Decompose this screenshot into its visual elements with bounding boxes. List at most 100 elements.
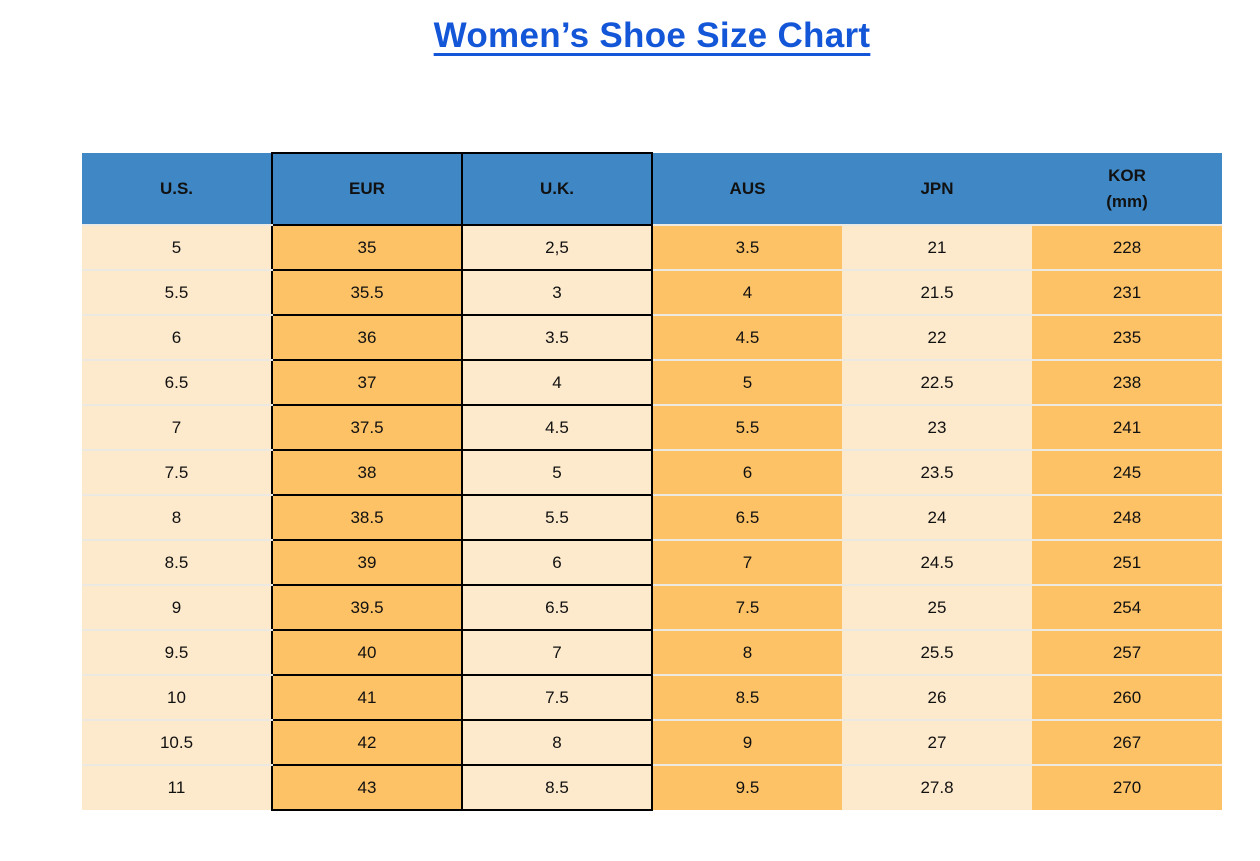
- shoe-size-table: U.S. EUR U.K. AUS JPN KOR (mm) 5 35 2,5 3.5 21 228 5…: [82, 152, 1222, 811]
- table-row: 6.5 37 4 5 22.5 238: [82, 359, 1222, 406]
- cell-us-row5: 7: [82, 405, 272, 451]
- header-label: JPN: [920, 178, 954, 198]
- cell-us-row2: 5.5: [82, 270, 272, 316]
- cell-eur-row13: 43: [271, 764, 463, 811]
- table-row: 5 35 2,5 3.5 21 228: [82, 224, 1222, 271]
- page-title: Women’s Shoe Size Chart: [433, 16, 871, 55]
- cell-eur-row8: 39: [271, 539, 463, 586]
- column-header-aus: AUS: [652, 153, 842, 226]
- cell-eur-row9: 39.5: [271, 584, 463, 631]
- cell-us-row4: 6.5: [82, 360, 272, 406]
- cell-jpn-row5: 23: [842, 405, 1032, 451]
- cell-aus-row5: 5.5: [652, 405, 842, 451]
- table-row: 8.5 39 6 7 24.5 251: [82, 539, 1222, 586]
- cell-eur-row3: 36: [271, 314, 463, 361]
- cell-kor-row7: 248: [1032, 495, 1222, 541]
- cell-eur-row11: 41: [271, 674, 463, 721]
- cell-us-row10: 9.5: [82, 630, 272, 676]
- cell-us-row13: 11: [82, 765, 272, 810]
- cell-uk-row7: 5.5: [461, 494, 653, 541]
- cell-aus-row13: 9.5: [652, 765, 842, 810]
- header-sublabel: (mm): [1106, 191, 1148, 211]
- cell-aus-row6: 6: [652, 450, 842, 496]
- cell-jpn-row7: 24: [842, 495, 1032, 541]
- cell-jpn-row2: 21.5: [842, 270, 1032, 316]
- table-header: U.S. EUR U.K. AUS JPN KOR (mm): [82, 152, 1222, 226]
- cell-eur-row7: 38.5: [271, 494, 463, 541]
- cell-aus-row8: 7: [652, 540, 842, 586]
- cell-uk-row11: 7.5: [461, 674, 653, 721]
- cell-aus-row3: 4.5: [652, 315, 842, 361]
- cell-jpn-row6: 23.5: [842, 450, 1032, 496]
- cell-eur-row1: 35: [271, 224, 463, 271]
- cell-us-row7: 8: [82, 495, 272, 541]
- cell-eur-row10: 40: [271, 629, 463, 676]
- cell-aus-row11: 8.5: [652, 675, 842, 721]
- cell-eur-row5: 37.5: [271, 404, 463, 451]
- cell-jpn-row1: 21: [842, 225, 1032, 271]
- cell-kor-row8: 251: [1032, 540, 1222, 586]
- column-header-kor: KOR (mm): [1032, 153, 1222, 226]
- table-body: 5 35 2,5 3.5 21 228 5.5 35.5 3 4 21.5 231 6 36 3.5 4.5 2…: [82, 224, 1222, 811]
- table-row: 7.5 38 5 6 23.5 245: [82, 449, 1222, 496]
- cell-kor-row9: 254: [1032, 585, 1222, 631]
- cell-eur-row2: 35.5: [271, 269, 463, 316]
- cell-us-row11: 10: [82, 675, 272, 721]
- table-row: 11 43 8.5 9.5 27.8 270: [82, 764, 1222, 811]
- cell-uk-row13: 8.5: [461, 764, 653, 811]
- header-label: EUR: [349, 179, 385, 199]
- cell-aus-row12: 9: [652, 720, 842, 766]
- cell-jpn-row4: 22.5: [842, 360, 1032, 406]
- title-container: Women’s Shoe Size Chart: [82, 16, 1222, 56]
- cell-aus-row2: 4: [652, 270, 842, 316]
- cell-uk-row10: 7: [461, 629, 653, 676]
- cell-aus-row4: 5: [652, 360, 842, 406]
- cell-uk-row9: 6.5: [461, 584, 653, 631]
- cell-kor-row12: 267: [1032, 720, 1222, 766]
- cell-kor-row4: 238: [1032, 360, 1222, 406]
- cell-kor-row5: 241: [1032, 405, 1222, 451]
- cell-us-row6: 7.5: [82, 450, 272, 496]
- cell-uk-row2: 3: [461, 269, 653, 316]
- cell-us-row9: 9: [82, 585, 272, 631]
- cell-kor-row3: 235: [1032, 315, 1222, 361]
- column-header-us: U.S.: [82, 153, 272, 226]
- cell-jpn-row8: 24.5: [842, 540, 1032, 586]
- header-label: AUS: [729, 178, 766, 198]
- cell-kor-row10: 257: [1032, 630, 1222, 676]
- cell-uk-row8: 6: [461, 539, 653, 586]
- table-row: 6 36 3.5 4.5 22 235: [82, 314, 1222, 361]
- cell-eur-row12: 42: [271, 719, 463, 766]
- table-row: 10 41 7.5 8.5 26 260: [82, 674, 1222, 721]
- cell-kor-row1: 228: [1032, 225, 1222, 271]
- column-header-jpn: JPN: [842, 153, 1032, 226]
- cell-jpn-row12: 27: [842, 720, 1032, 766]
- cell-jpn-row11: 26: [842, 675, 1032, 721]
- cell-uk-row4: 4: [461, 359, 653, 406]
- header-label: U.K.: [540, 179, 574, 199]
- cell-us-row8: 8.5: [82, 540, 272, 586]
- table-row: 7 37.5 4.5 5.5 23 241: [82, 404, 1222, 451]
- cell-eur-row6: 38: [271, 449, 463, 496]
- cell-aus-row1: 3.5: [652, 225, 842, 271]
- cell-eur-row4: 37: [271, 359, 463, 406]
- table-row: 10.5 42 8 9 27 267: [82, 719, 1222, 766]
- header-row: U.S. EUR U.K. AUS JPN KOR (mm): [82, 152, 1222, 226]
- cell-aus-row10: 8: [652, 630, 842, 676]
- table-row: 5.5 35.5 3 4 21.5 231: [82, 269, 1222, 316]
- cell-uk-row3: 3.5: [461, 314, 653, 361]
- cell-uk-row5: 4.5: [461, 404, 653, 451]
- cell-kor-row6: 245: [1032, 450, 1222, 496]
- cell-us-row12: 10.5: [82, 720, 272, 766]
- cell-us-row1: 5: [82, 225, 272, 271]
- column-header-eur: EUR: [271, 152, 463, 226]
- cell-uk-row6: 5: [461, 449, 653, 496]
- cell-kor-row2: 231: [1032, 270, 1222, 316]
- cell-jpn-row9: 25: [842, 585, 1032, 631]
- column-header-uk: U.K.: [461, 152, 653, 226]
- cell-uk-row1: 2,5: [461, 224, 653, 271]
- cell-aus-row9: 7.5: [652, 585, 842, 631]
- header-label: KOR: [1108, 166, 1146, 185]
- cell-jpn-row10: 25.5: [842, 630, 1032, 676]
- cell-us-row3: 6: [82, 315, 272, 361]
